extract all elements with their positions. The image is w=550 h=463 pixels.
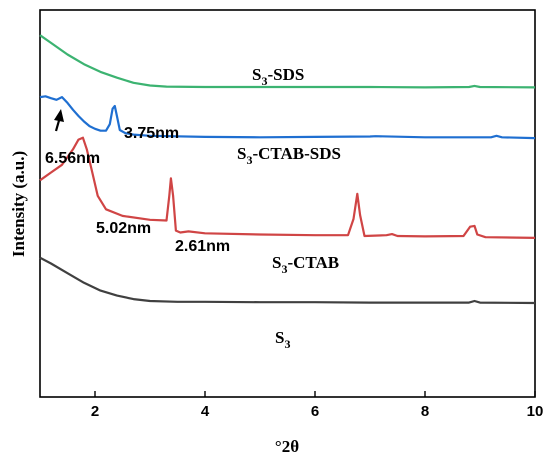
series-line-s3-ctab-sds — [39, 95, 536, 140]
x-axis-title: °2θ — [275, 437, 299, 456]
series-lines — [39, 34, 536, 305]
x-tick-label: 4 — [201, 403, 210, 420]
series-label-s3: S3 — [275, 328, 290, 351]
x-tick-label: 2 — [91, 403, 99, 420]
series-label-s3-ctab: S3-CTAB — [272, 253, 339, 276]
x-tick-label: 8 — [421, 403, 429, 420]
series-line-s3 — [39, 256, 536, 305]
plot-frame — [39, 9, 536, 398]
series-label-s3-sds: S3-SDS — [252, 65, 304, 88]
series-line-s3-sds — [39, 34, 536, 89]
y-axis-title: Intensity (a.u.) — [9, 151, 28, 257]
x-tick-label: 10 — [527, 403, 544, 420]
annotation-5-02nm: 5.02nm — [96, 220, 151, 237]
x-tick-label: 6 — [311, 403, 319, 420]
annotation-3-75nm: 3.75nm — [124, 125, 179, 142]
x-axis-ticks: 2 4 6 8 10 — [91, 391, 544, 420]
annotation-2-61nm: 2.61nm — [175, 238, 230, 255]
arrow-icon — [54, 109, 64, 132]
series-label-s3-ctab-sds: S3-CTAB-SDS — [237, 144, 341, 167]
series-line-s3-ctab — [39, 136, 536, 239]
annotation-6-56nm: 6.56nm — [45, 150, 100, 167]
